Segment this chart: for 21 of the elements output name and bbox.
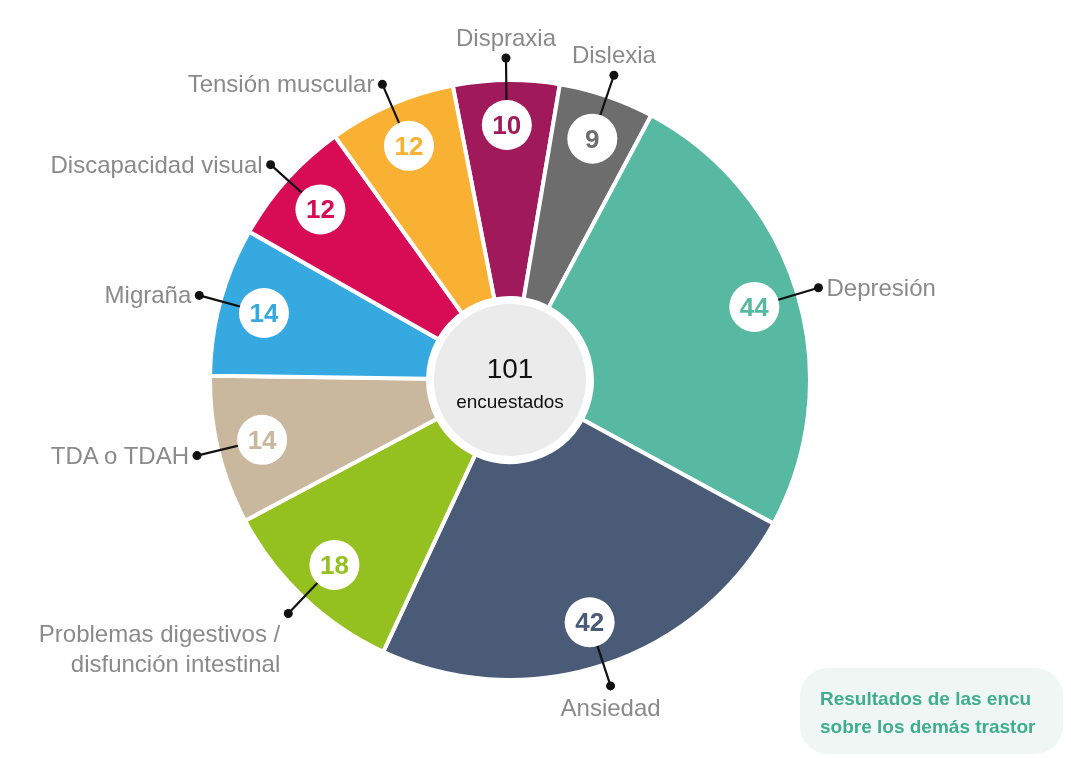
slice-label: Dispraxia <box>455 24 557 52</box>
data-label: 10 <box>492 110 522 141</box>
text: Resultados de las encu <box>820 688 1032 709</box>
data-label: 44 <box>739 291 770 322</box>
text: 101 encuestados <box>456 353 564 412</box>
slice-label: Migraña <box>104 281 192 309</box>
slice-label: Tensión muscular <box>187 70 375 98</box>
slice-label: Dislexia <box>571 41 657 69</box>
data-label: 18 <box>319 549 349 580</box>
data-label: 9 <box>585 123 600 154</box>
slice-label: Problemas digestivos / disfunción intestinal <box>38 619 281 677</box>
data-label: 14 <box>247 424 278 455</box>
data-label: 14 <box>249 298 279 329</box>
slice-label: TDA o TDAH <box>50 441 189 469</box>
data-label: 12 <box>305 194 335 225</box>
slice-label: Ansiedad <box>560 693 661 721</box>
data-label: 42 <box>575 607 605 638</box>
slice-label: Depresión <box>826 273 936 301</box>
text: sobre los demás trastor <box>820 716 1037 737</box>
slice-label: Discapacidad visual <box>50 150 263 178</box>
data-label: 12 <box>394 130 424 161</box>
